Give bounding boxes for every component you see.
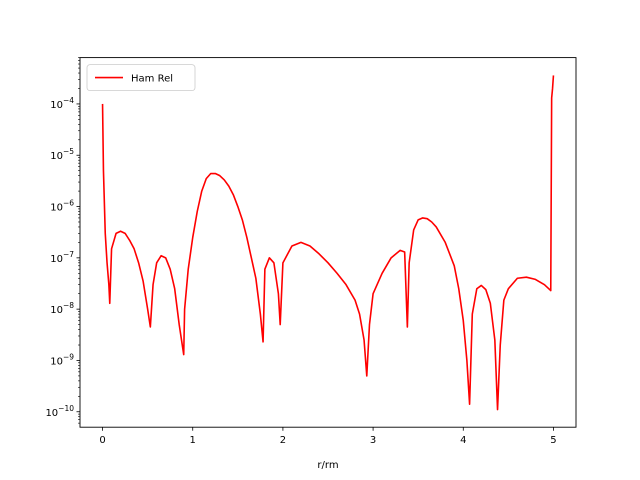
y-tick-label: 10−5 — [50, 147, 74, 162]
y-tick-label: 10−9 — [50, 352, 74, 367]
plot-frame — [79, 57, 577, 428]
legend: Ham Rel — [86, 64, 196, 91]
legend-box — [86, 64, 196, 91]
legend-label: Ham Rel — [131, 74, 173, 85]
y-tick-label: 10−6 — [50, 199, 74, 214]
y-tick-label: 10−10 — [45, 404, 74, 419]
series-line-0 — [101, 75, 555, 411]
y-tick-label: 10−7 — [50, 250, 74, 265]
x-tick-label: 3 — [370, 435, 376, 446]
plot-layer — [101, 75, 555, 411]
x-tick-label: 5 — [550, 435, 556, 446]
x-tick-label: 2 — [280, 435, 286, 446]
x-tick-label: 1 — [190, 435, 196, 446]
y-tick-label: 10−8 — [50, 301, 74, 316]
ticks-layer: 0 1 2 3 4 5 10−10 10−9 10−8 10−7 10−6 10−5 10−4 — [45, 57, 557, 446]
x-tick-label: 4 — [460, 435, 466, 446]
y-tick-label: 10−4 — [50, 96, 74, 111]
x-tick-label: 0 — [99, 435, 105, 446]
x-axis-label: r/rm — [317, 460, 338, 471]
